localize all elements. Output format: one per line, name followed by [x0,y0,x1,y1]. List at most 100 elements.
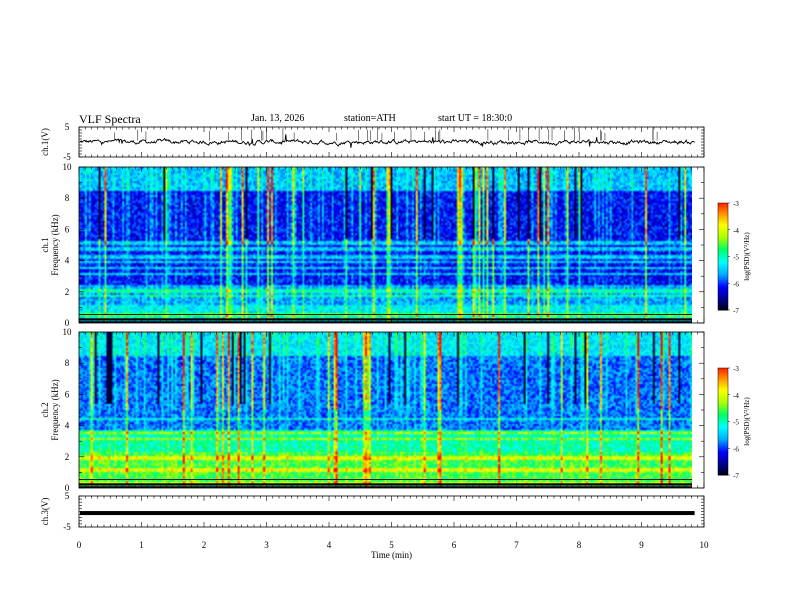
ch1-spectrogram-colorbar-cell [718,206,728,209]
ch2-spectrogram-colorbar-cell [718,462,728,465]
ch2-spectrogram-colorbar-cell [718,433,728,437]
ch1-spectrogram-colorbar-cell [718,236,728,240]
xaxis-tick-label: 6 [452,540,457,550]
ch1-spectrogram-ytick-label: 8 [65,193,70,203]
xaxis-tick-label: 4 [327,540,332,550]
ch2-spectrogram-colorbar-cell [718,369,728,373]
ch1-spectrogram-colorbar-cell [718,308,728,311]
ch2-spectrogram-colorbar-cell [718,467,728,471]
ch2-spectrogram-colorbar-cell [718,371,728,374]
ch2-spectrogram-colorbar-cell [718,426,728,430]
xaxis-tick-label: 7 [514,540,519,550]
ch2-spectrogram-colorbar-cell [718,448,728,451]
ch2-spectrogram-colorbar-cell [718,391,728,394]
ch1-spectrogram-colorbar-cell [718,211,728,215]
ch1-spectrogram-colorbar-cell [718,301,728,304]
ch2-spectrogram-colorbar-cell [718,437,728,440]
station-label: station=ATH [344,113,396,124]
ch3-waveform [78,495,705,528]
ch1-spectrogram-colorbar-cell [718,285,728,288]
ch2-spectrogram-ytick-label: 10 [63,327,73,337]
ch1-spectrogram-base-band [79,318,692,321]
ch1-waveform-ylabel: ch.1(V) [40,128,50,156]
ch2-spectrogram-base-band [79,483,692,486]
ch1-spectrogram-colorbar-cell [718,288,728,291]
ch2-spectrogram-colorbar-cell [718,417,728,421]
ch2-spectrogram-colorbar-cell [718,458,728,462]
ch2-spectrogram-colorbar-cell [718,410,728,414]
ch2-spectrogram-colorbar-cell [718,380,728,383]
ch2-spectrogram-colorbar-cell [718,398,728,401]
ch1-spectrogram-colorbar-cell [718,224,728,227]
ch1-spectrogram-colorbar-cell [718,274,728,277]
xaxis-tick-label: 0 [77,540,82,550]
ch1-spectrogram-colorbar-cell [718,290,728,293]
ch1-spectrogram-colorbar-tick-label: -3 [733,200,739,208]
ch2-spectrogram-colorbar-cell [718,373,728,376]
ch2-spectrogram-colorbar-tick-label: -5 [733,419,739,427]
ch2-spectrogram-colorbar-cell [718,469,728,472]
xaxis-tick-label: 3 [264,540,269,550]
ch1-spectrogram-colorbar-cell [718,252,728,256]
ch1-spectrogram-colorbar-cell [718,306,728,309]
ch2-spectrogram-colorbar-cell [718,401,728,405]
ch1-spectrogram-colorbar-tick-label: -6 [733,280,739,288]
ch2-spectrogram-colorbar-cell [718,394,728,398]
ch1-spectrogram-colorbar-cell [718,229,728,233]
xaxis-tick-label: 10 [700,540,710,550]
ch2-spectrogram-colorbar-cell [718,405,728,408]
ch2-spectrogram-colorbar-cell [718,453,728,456]
ch2-spectrogram-colorbar-cell [718,396,728,399]
ch2-spectrogram-colorbar-tick-label: -7 [733,472,739,480]
ch2-spectrogram-ytick-label: 2 [65,452,70,462]
ch3-waveform-ytick-bottom: -5 [63,522,71,532]
ch2-spectrogram-colorbar-cell [718,439,728,442]
ch1-spectrogram-colorbar-cell [718,220,728,224]
ch2-spectrogram-colorbar-cell [718,412,728,415]
ch1-spectrogram-colorbar-cell [718,240,728,243]
ch2-spectrogram-colorbar-cell [718,382,728,385]
ch2-spectrogram-colorbar-cell [718,473,728,476]
ch1-spectrogram-ylabel-channel: ch.1 [40,237,50,252]
ch1-spectrogram-colorbar-cell [718,226,728,229]
ch1-spectrogram [78,166,730,324]
xaxis-tick-label: 5 [389,540,394,550]
ch1-spectrogram-colorbar-cell [718,238,728,241]
ch2-spectrogram-colorbar-cell [718,451,728,455]
ch2-spectrogram-colorbar-cell [718,435,728,439]
figure-title: VLF Spectra [79,112,141,126]
ch2-spectrogram-colorbar-cell [718,375,728,378]
ch1-spectrogram-colorbar-cell [718,286,728,290]
ch1-spectrogram-colorbar-cell [718,244,728,247]
xaxis-label: Time (min) [371,550,412,560]
ch1-spectrogram-colorbar-label: log(PSD)(V²/Hz) [743,232,751,281]
ch2-spectrogram-colorbar-cell [718,368,728,371]
ch2-spectrogram-colorbar-cell [718,466,728,469]
ch1-spectrogram-colorbar-cell [718,233,728,236]
ch2-spectrogram-colorbar-label: log(PSD)(V²/Hz) [743,397,751,446]
ch2-spectrogram-colorbar-cell [718,407,728,410]
ch1-spectrogram-colorbar-cell [718,256,728,259]
ch2-spectrogram-colorbar-cell [718,392,728,396]
ch1-spectrogram-ytick-label: 6 [65,224,70,234]
xaxis-tick-label: 2 [202,540,207,550]
ch1-spectrogram-colorbar-cell [718,295,728,299]
ch2-spectrogram-colorbar-cell [718,376,728,380]
ch1-spectrogram-colorbar-cell [718,261,728,265]
start-time-label: start UT = 18:30:0 [438,113,513,124]
ch1-spectrogram-colorbar-cell [718,299,728,302]
ch1-spectrogram-colorbar-cell [718,227,728,231]
ch1-spectrogram-colorbar-cell [718,251,728,254]
ch1-spectrogram-colorbar-cell [718,277,728,281]
ch1-spectrogram-colorbar-cell [718,281,728,284]
ch3-waveform-ytick-top: 5 [65,491,70,501]
ch1-spectrogram-colorbar-cell [718,204,728,208]
ch2-spectrogram-colorbar-cell [718,403,728,406]
ch2-spectrogram-colorbar-cell [718,384,728,387]
ch1-spectrogram-colorbar-cell [718,272,728,275]
ch2-spectrogram-colorbar-cell [718,450,728,453]
ch2-spectrogram-colorbar-cell [718,428,728,431]
ch1-spectrogram-colorbar-cell [718,203,728,206]
